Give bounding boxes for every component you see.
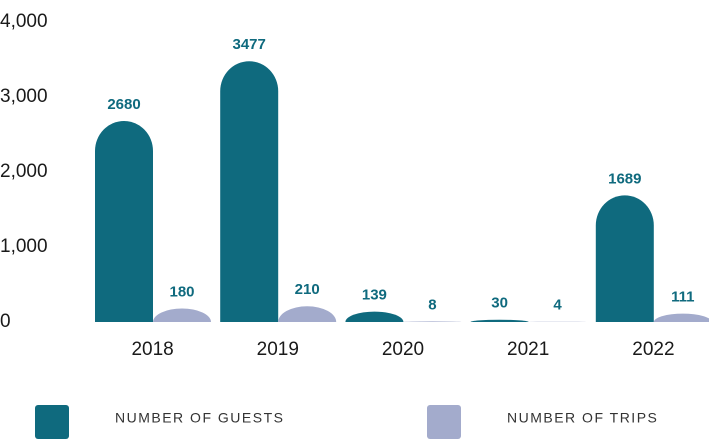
legend-label: NUMBER OF GUESTS [115, 410, 284, 426]
x-tick-label: 2020 [382, 339, 424, 360]
value-label: 180 [169, 283, 194, 300]
legend-swatch [427, 405, 461, 439]
value-label: 2680 [107, 96, 140, 113]
bar [595, 195, 654, 322]
y-tick-label: 0 [0, 311, 11, 332]
legend-swatch [35, 405, 69, 439]
y-tick-label: 4,000 [0, 11, 48, 32]
value-label: 210 [295, 281, 320, 298]
bar [153, 308, 211, 322]
value-label: 8 [428, 296, 436, 313]
bar [403, 321, 462, 322]
value-label: 30 [491, 295, 508, 312]
value-label: 111 [671, 289, 694, 306]
bar [95, 121, 153, 322]
value-label: 139 [362, 287, 387, 304]
value-label: 4 [553, 297, 562, 314]
x-tick-label: 2022 [632, 339, 674, 360]
y-tick-label: 2,000 [0, 161, 48, 182]
bar [653, 313, 709, 322]
bar [220, 61, 279, 323]
x-tick-label: 2019 [257, 339, 299, 360]
value-label: 1689 [608, 170, 641, 187]
legend-label: NUMBER OF TRIPS [507, 410, 658, 426]
x-tick-label: 2018 [131, 339, 173, 360]
bar [345, 311, 404, 322]
y-tick-label: 1,000 [0, 236, 48, 257]
bar [470, 319, 529, 322]
bar [278, 306, 337, 322]
y-tick-label: 3,000 [0, 86, 48, 107]
x-tick-label: 2021 [507, 339, 549, 360]
value-label: 3477 [233, 36, 266, 53]
